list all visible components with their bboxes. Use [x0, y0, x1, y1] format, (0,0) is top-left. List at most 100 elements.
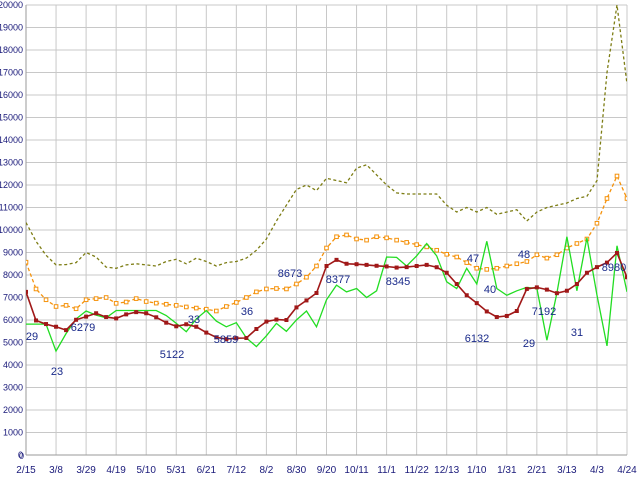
data-point-marker: [244, 336, 249, 340]
y-axis-tick-label: 16000: [0, 90, 23, 100]
data-point-marker: [625, 275, 627, 280]
data-point-marker: [234, 336, 239, 341]
y-axis-tick-label: 3000: [3, 383, 23, 393]
data-point-marker: [534, 285, 539, 290]
y-axis-tick-label: 7000: [3, 293, 23, 303]
data-point-marker: [314, 291, 319, 295]
data-point-marker: [144, 311, 149, 316]
data-point-marker: [344, 232, 349, 238]
data-point-marker: [183, 304, 189, 310]
x-axis-tick-label: 1/10: [467, 465, 487, 476]
data-point-label: 8345: [386, 276, 410, 288]
y-axis-tick-label: 11000: [0, 203, 23, 213]
y-axis-tick-label: 10000: [0, 225, 23, 235]
data-point-label: 36: [241, 306, 253, 318]
data-point-marker: [244, 295, 249, 300]
data-point-label: 6132: [465, 333, 489, 345]
data-point-marker: [194, 324, 199, 329]
data-point-marker: [254, 327, 259, 331]
data-point-marker: [123, 299, 129, 305]
data-point-marker: [43, 297, 49, 303]
data-point-marker: [454, 254, 460, 260]
x-axis-tick-label: 1/31: [497, 465, 517, 476]
y-axis-tick-label: 1000: [3, 428, 23, 438]
data-point-marker: [494, 265, 500, 271]
y-axis-tick-label: 20000: [0, 0, 23, 10]
data-point-marker: [154, 315, 159, 320]
data-point-marker: [334, 257, 339, 262]
data-point-marker: [264, 319, 269, 324]
data-point-marker: [474, 301, 479, 306]
data-point-marker: [514, 309, 519, 313]
x-axis-tick-label: 3/29: [76, 465, 96, 476]
data-point-marker: [264, 286, 269, 292]
data-point-marker: [113, 301, 119, 306]
data-point-label: 40: [484, 284, 496, 296]
data-point-label: 47: [467, 253, 479, 265]
data-point-marker: [374, 263, 379, 268]
data-point-marker: [444, 252, 449, 257]
data-point-marker: [103, 295, 109, 300]
y-axis-tick-label: 5000: [3, 338, 23, 348]
x-axis-tick-label: 4/19: [106, 465, 126, 476]
data-point-marker: [304, 274, 309, 280]
data-point-marker: [604, 260, 609, 265]
data-point-marker: [374, 234, 379, 240]
data-point-marker: [484, 309, 489, 314]
data-point-marker: [124, 312, 129, 317]
data-point-marker: [284, 286, 289, 292]
data-point-marker: [114, 316, 119, 321]
data-point-label: 5122: [160, 349, 184, 361]
data-point-marker: [163, 301, 169, 307]
data-point-marker: [464, 260, 470, 265]
data-point-marker: [554, 252, 560, 258]
data-point-marker: [504, 313, 509, 318]
data-point-marker: [444, 270, 449, 275]
y-axis-tick-label: 18000: [0, 45, 23, 55]
data-point-marker: [464, 293, 469, 298]
data-point-marker: [254, 289, 259, 295]
data-point-label: 48: [518, 249, 530, 261]
data-point-marker: [133, 296, 139, 301]
data-point-marker: [214, 335, 219, 340]
data-point-label: 8377: [326, 274, 350, 286]
data-point-marker: [494, 315, 499, 320]
data-point-marker: [33, 286, 39, 292]
x-axis-tick-label: 9/20: [317, 465, 337, 476]
data-point-marker: [354, 236, 359, 242]
data-point-marker: [424, 244, 429, 250]
data-point-marker: [83, 297, 89, 303]
x-axis-tick-label: 5/10: [136, 465, 156, 476]
data-point-marker: [624, 196, 627, 201]
y-axis-tick-label: 8000: [3, 270, 23, 280]
x-axis-tick-label: 3/13: [557, 465, 577, 476]
data-point-marker: [134, 310, 139, 315]
data-point-marker: [424, 262, 429, 267]
data-point-marker: [53, 304, 59, 309]
data-point-marker: [394, 237, 399, 243]
data-point-marker: [44, 322, 49, 327]
y-axis-tick-label: 6000: [3, 315, 23, 325]
data-point-label: 31: [571, 327, 583, 339]
x-axis-tick-label: 4/24: [617, 465, 637, 476]
data-point-marker: [73, 306, 79, 312]
data-point-marker: [474, 265, 480, 271]
y-axis-zero-label: 0: [19, 451, 24, 461]
data-point-marker: [354, 262, 359, 267]
data-point-marker: [324, 245, 329, 251]
y-axis-tick-label: 2000: [3, 405, 23, 415]
series-group: [26, 4, 627, 353]
x-axis-tick-label: 3/8: [49, 465, 63, 476]
data-point-marker: [614, 173, 620, 179]
data-point-marker: [364, 262, 369, 267]
data-point-label: 8980: [602, 262, 626, 274]
data-point-marker: [294, 281, 299, 287]
x-axis-tick-label: 5/31: [167, 465, 187, 476]
data-point-marker: [84, 314, 89, 319]
data-point-marker: [524, 259, 530, 264]
data-point-marker: [554, 291, 559, 296]
data-point-marker: [564, 288, 569, 293]
y-axis-tick-label: 14000: [0, 135, 23, 145]
